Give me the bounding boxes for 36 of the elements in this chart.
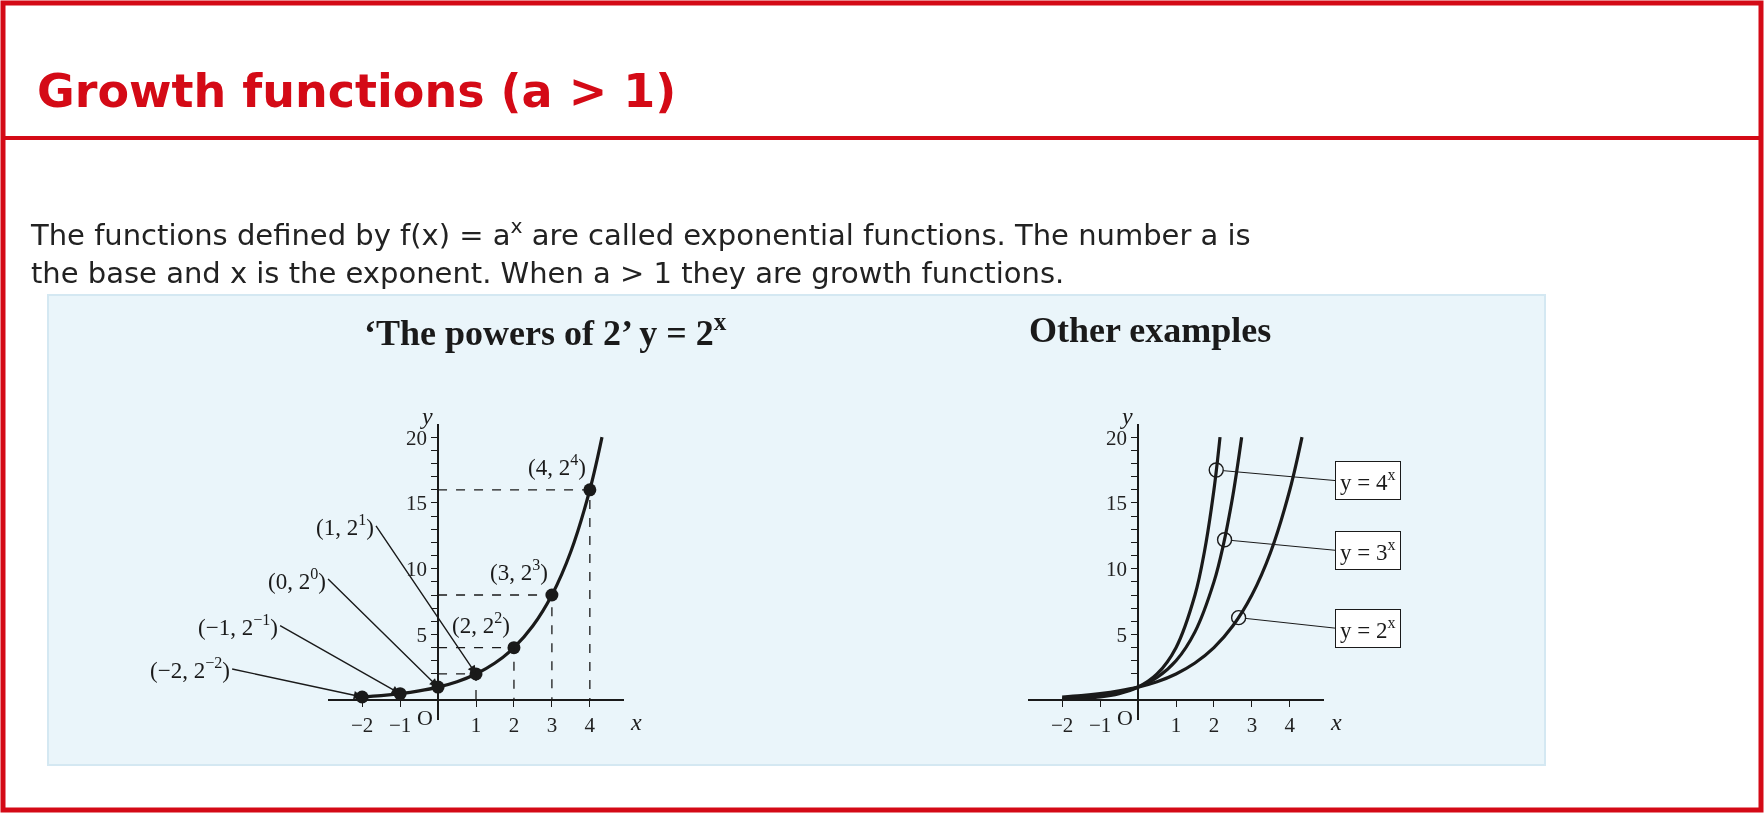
annotation: (0, 2$^{0}$) [268, 565, 326, 594]
x-tick-label: 2 [508, 713, 520, 738]
x-tick-label: 3 [1246, 713, 1258, 738]
x-tick-label: 2 [1208, 713, 1220, 738]
x-tick-label: −2 [350, 713, 374, 738]
x-tick-label: −1 [388, 713, 412, 738]
x-axis-title: x [630, 709, 642, 735]
annotation: O [417, 705, 433, 730]
annotation: (1, 2$^{1}$) [316, 511, 374, 540]
annotation: (2, 2$^{2}$) [452, 609, 510, 638]
x-tick-label: 3 [546, 713, 558, 738]
y-tick-label: 10 [1106, 557, 1128, 582]
y-tick-label: 5 [416, 622, 428, 647]
chart-title: ‘The powers of 2’ y = 2$^{x}$ [364, 308, 727, 354]
annotation: O [1117, 705, 1133, 730]
annotation: (3, 2$^{3}$) [490, 556, 548, 585]
annotation: (−2, 2$^{−2}$) [150, 654, 230, 683]
text: Growth functions (a > 1) [37, 64, 677, 118]
x-tick-label: −1 [1088, 713, 1112, 738]
y-tick-label: 10 [406, 557, 428, 582]
chart-title: Other examples [1029, 310, 1272, 350]
annotation: y = 4$^{x}$ [1340, 466, 1396, 495]
x-tick-label: −2 [1050, 713, 1074, 738]
x-tick-label: 4 [1284, 713, 1296, 738]
y-tick-label: 15 [1106, 491, 1128, 516]
annotation: (−1, 2$^{−1}$) [198, 611, 278, 640]
annotation: (4, 2$^{4}$) [528, 451, 586, 480]
x-axis-title: x [1330, 709, 1342, 735]
x-tick-label: 1 [470, 713, 482, 738]
y-tick-label: 5 [1116, 622, 1128, 647]
annotation: y = 3$^{x}$ [1340, 536, 1396, 565]
text: The functions defined by f(x) = a$^{x}$ are called exponential functions. The number a is the base and x is the exponent. When a > 1 they are growth functions. [30, 214, 1251, 290]
annotation: y = 2$^{x}$ [1340, 614, 1396, 643]
x-tick-label: 1 [1170, 713, 1182, 738]
x-tick-label: 4 [584, 713, 596, 738]
y-tick-label: 15 [406, 491, 428, 516]
